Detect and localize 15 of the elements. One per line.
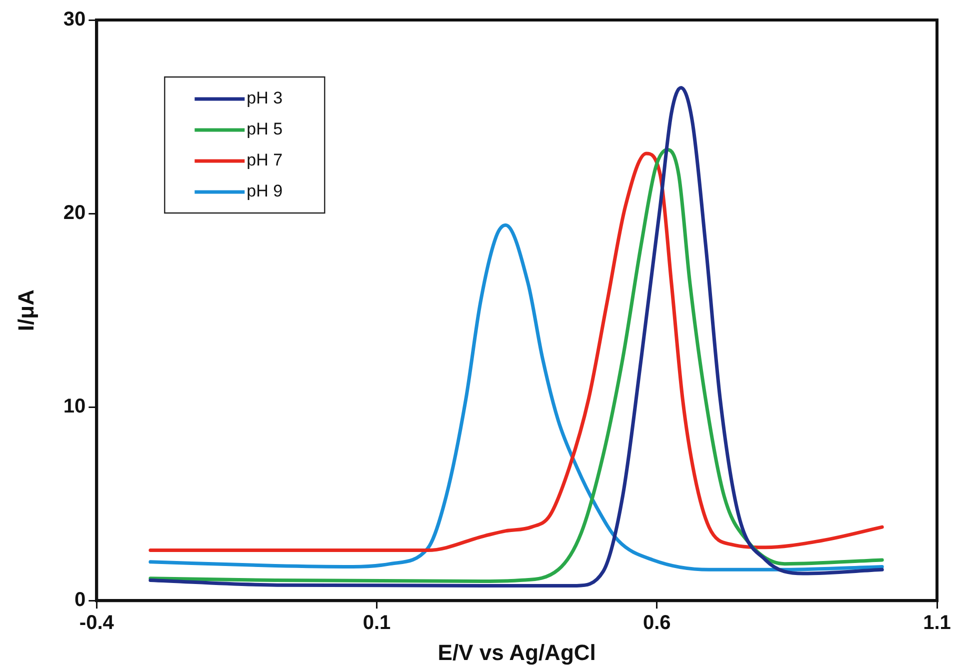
line-series [148,223,884,572]
y-tick-label: 0 [74,589,86,612]
legend-label: pH 7 [246,150,283,170]
x-tick-label: 1.1 [923,612,951,634]
y-tick-label: 20 [63,202,86,224]
y-axis-title: I/μA [13,289,38,332]
x-axis-title: E/V vs Ag/AgCl [438,640,596,665]
x-tick-label: 0.1 [362,612,391,634]
legend-label: pH 3 [246,88,283,108]
x-tick-label: 0.6 [642,612,671,634]
y-tick-label: 30 [63,8,86,31]
x-tick-label: -0.4 [79,612,115,634]
legend-label: pH 5 [246,120,283,139]
y-tick-label: 10 [63,396,86,418]
legend-label: pH 9 [246,182,283,201]
